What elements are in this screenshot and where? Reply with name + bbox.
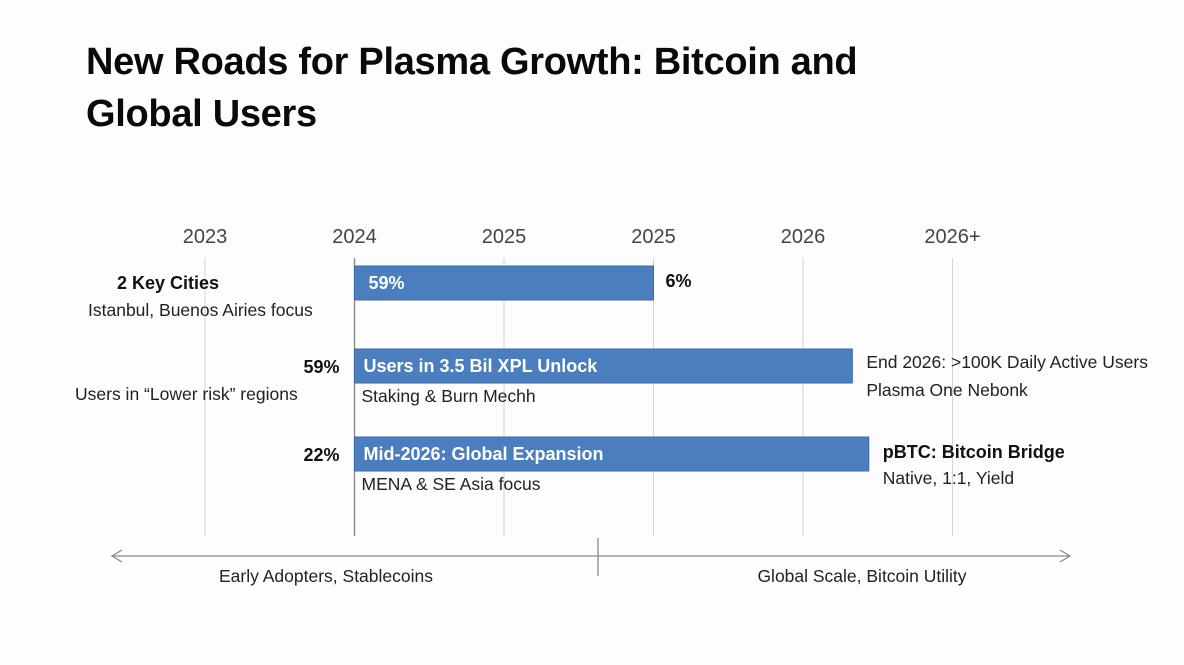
year-tick-label: 2024 (332, 226, 377, 248)
page-title: New Roads for Plasma Growth: Bitcoin and… (86, 41, 858, 135)
bar-label: Mid-2026: Global Expansion (364, 444, 604, 464)
right-title: 6% (666, 271, 692, 291)
arrow-right-icon (1059, 549, 1072, 563)
left-title: 2 Key Cities (117, 273, 219, 293)
year-tick-labels: 2023 2024 2025 2025 2026 2026+ (183, 226, 981, 248)
right-title: End 2026: >100K Daily Active Users (866, 352, 1148, 372)
phase-label: Early Adopters, Stablecoins (219, 566, 433, 586)
year-tick-label: 2026+ (924, 226, 980, 248)
year-tick-label: 2023 (183, 226, 228, 248)
timeline-bar (354, 436, 870, 472)
phase-axis: Early Adopters, Stablecoins Global Scale,… (110, 538, 1072, 586)
bar-label: Users in 3.5 Bil XPL Unlock (364, 356, 599, 376)
bar-sublabel: Staking & Burn Mechh (362, 386, 536, 406)
bar-sublabel: MENA & SE Asia focus (362, 474, 541, 494)
timeline-row: Users in 3.5 Bil XPL Unlock Staking & Bur… (75, 348, 1148, 406)
timeline-row: Mid-2026: Global Expansion MENA & SE Asia… (303, 436, 1065, 494)
right-title: pBTC: Bitcoin Bridge (883, 442, 1065, 462)
gridlines (204, 258, 953, 536)
phase-label: Global Scale, Bitcoin Utility (757, 566, 966, 586)
bar-label: 59% (369, 273, 405, 293)
year-tick-label: 2025 (482, 226, 527, 248)
timeline-bar (354, 348, 853, 384)
right-subtitle: Plasma One Nebonk (866, 380, 1028, 400)
right-subtitle: Native, 1:1, Yield (883, 468, 1014, 488)
left-title: 22% (303, 445, 339, 465)
year-tick-label: 2026 (781, 226, 826, 248)
timeline-row: 59% 2 Key Cities Istanbul, Buenos Airies f… (88, 265, 692, 320)
left-subtitle: Istanbul, Buenos Airies focus (88, 300, 313, 320)
year-tick-label: 2025 (631, 226, 676, 248)
arrow-left-icon (110, 549, 123, 563)
left-subtitle: Users in “Lower risk” regions (75, 384, 298, 404)
timeline-bar (354, 265, 654, 301)
left-title: 59% (303, 357, 339, 377)
timeline-rows: 59% 2 Key Cities Istanbul, Buenos Airies f… (75, 265, 1148, 494)
